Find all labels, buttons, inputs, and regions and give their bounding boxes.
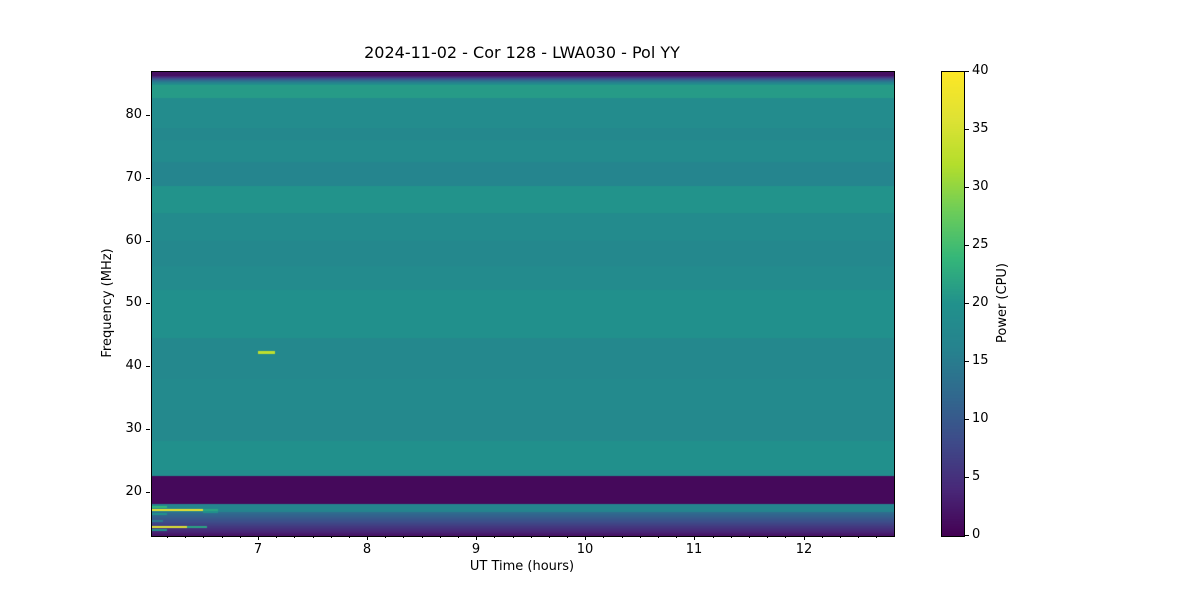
x-minor-tick xyxy=(458,536,459,538)
x-minor-tick xyxy=(203,536,204,538)
x-minor-tick xyxy=(513,536,514,538)
y-major-tick xyxy=(146,429,150,430)
x-minor-tick xyxy=(403,536,404,538)
x-axis-label: UT Time (hours) xyxy=(469,559,575,574)
colorbar-tick xyxy=(965,535,969,536)
x-minor-tick xyxy=(240,536,241,538)
colorbar xyxy=(941,71,965,537)
colorbar-tick-label: 0 xyxy=(972,527,981,542)
x-minor-tick xyxy=(258,536,259,538)
x-tick-label: 11 xyxy=(685,542,703,557)
y-major-tick xyxy=(146,492,150,493)
colorbar-tick-label: 30 xyxy=(972,179,989,194)
x-minor-tick xyxy=(603,536,604,538)
x-minor-tick xyxy=(749,536,750,538)
plot-area xyxy=(151,71,895,537)
x-minor-tick xyxy=(294,536,295,538)
y-tick-label: 60 xyxy=(125,233,142,248)
x-minor-tick xyxy=(313,536,314,538)
x-major-tick xyxy=(258,536,259,540)
x-tick-label: 8 xyxy=(362,542,372,557)
x-minor-tick xyxy=(767,536,768,538)
y-tick-label: 80 xyxy=(125,107,142,122)
x-minor-tick xyxy=(167,536,168,538)
x-minor-tick xyxy=(640,536,641,538)
y-tick-label: 30 xyxy=(125,421,142,436)
x-minor-tick xyxy=(840,536,841,538)
colorbar-tick-label: 40 xyxy=(972,63,989,78)
x-minor-tick xyxy=(567,536,568,538)
colorbar-tick xyxy=(965,419,969,420)
x-major-tick xyxy=(367,536,368,540)
x-minor-tick xyxy=(349,536,350,538)
x-tick-label: 10 xyxy=(576,542,594,557)
x-minor-tick xyxy=(731,536,732,538)
x-tick-label: 7 xyxy=(253,542,263,557)
x-minor-tick xyxy=(822,536,823,538)
y-tick-label: 50 xyxy=(125,295,142,310)
x-tick-label: 9 xyxy=(471,542,481,557)
chart-title: 2024-11-02 - Cor 128 - LWA030 - Pol YY xyxy=(364,43,680,62)
x-minor-tick xyxy=(858,536,859,538)
x-minor-tick xyxy=(385,536,386,538)
x-minor-tick xyxy=(676,536,677,538)
y-tick-label: 40 xyxy=(125,358,142,373)
x-minor-tick xyxy=(694,536,695,538)
colorbar-tick-label: 25 xyxy=(972,237,989,252)
x-major-tick xyxy=(585,536,586,540)
y-major-tick xyxy=(146,115,150,116)
x-minor-tick xyxy=(713,536,714,538)
x-minor-tick xyxy=(876,536,877,538)
x-minor-tick xyxy=(440,536,441,538)
x-minor-tick xyxy=(785,536,786,538)
colorbar-tick xyxy=(965,361,969,362)
x-minor-tick xyxy=(804,536,805,538)
colorbar-tick-label: 35 xyxy=(972,121,989,136)
spectrogram-heatmap xyxy=(152,72,894,536)
x-minor-tick xyxy=(531,536,532,538)
colorbar-tick-label: 15 xyxy=(972,353,989,368)
x-minor-tick xyxy=(422,536,423,538)
x-minor-tick xyxy=(476,536,477,538)
colorbar-tick xyxy=(965,187,969,188)
colorbar-tick-label: 5 xyxy=(972,469,981,484)
y-major-tick xyxy=(146,241,150,242)
x-minor-tick xyxy=(331,536,332,538)
y-major-tick xyxy=(146,303,150,304)
colorbar-tick xyxy=(965,303,969,304)
x-minor-tick xyxy=(658,536,659,538)
y-tick-label: 70 xyxy=(125,170,142,185)
colorbar-tick-label: 20 xyxy=(972,295,989,310)
x-major-tick xyxy=(476,536,477,540)
colorbar-tick-label: 10 xyxy=(972,411,989,426)
colorbar-tick xyxy=(965,71,969,72)
colorbar-tick xyxy=(965,477,969,478)
y-tick-label: 20 xyxy=(125,484,142,499)
colorbar-gradient xyxy=(942,72,964,536)
x-minor-tick xyxy=(222,536,223,538)
x-minor-tick xyxy=(276,536,277,538)
colorbar-tick xyxy=(965,245,969,246)
x-major-tick xyxy=(694,536,695,540)
x-minor-tick xyxy=(367,536,368,538)
y-major-tick xyxy=(146,178,150,179)
y-major-tick xyxy=(146,366,150,367)
x-minor-tick xyxy=(585,536,586,538)
x-minor-tick xyxy=(494,536,495,538)
x-minor-tick xyxy=(549,536,550,538)
x-minor-tick xyxy=(185,536,186,538)
x-minor-tick xyxy=(622,536,623,538)
x-major-tick xyxy=(804,536,805,540)
x-tick-label: 12 xyxy=(795,542,813,557)
colorbar-tick xyxy=(965,129,969,130)
